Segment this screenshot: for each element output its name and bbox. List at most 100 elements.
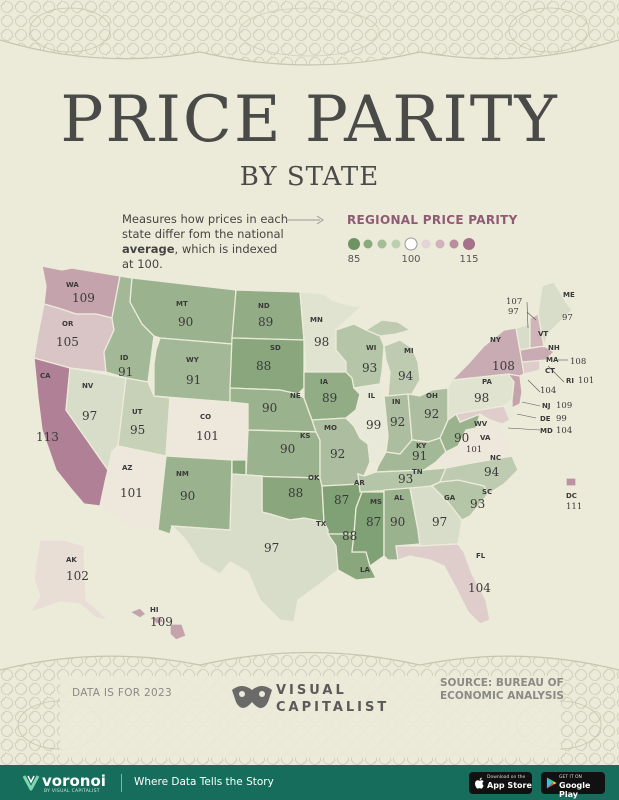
state-dc: [565, 477, 577, 487]
value-ne: 90: [262, 401, 277, 415]
description-bold: average: [122, 242, 175, 256]
google-play-button[interactable]: GET IT ON Google Play: [541, 772, 605, 799]
footer-brand[interactable]: voronoi: [42, 772, 106, 790]
legend-title: REGIONAL PRICE PARITY: [347, 213, 518, 227]
label-mo: MO: [324, 424, 337, 432]
app-store-button[interactable]: Download on the App Store: [469, 772, 532, 794]
label-sd: SD: [270, 344, 281, 352]
footer-divider: [121, 774, 122, 792]
us-map: WA OR CA NV ID MT WY UT CO AZ NM ND SD N…: [28, 265, 594, 640]
google-play-icon: [546, 777, 557, 789]
value-ar: 87: [334, 493, 349, 507]
legend: 85 100 115: [348, 237, 479, 265]
value-mn: 98: [314, 335, 329, 349]
value-id: 91: [118, 365, 133, 379]
legend-dot: [435, 239, 445, 249]
label-oh: OH: [426, 392, 438, 400]
value-il: 99: [366, 418, 381, 432]
label-ca: CA: [40, 372, 51, 380]
ornament-top: [0, 0, 619, 66]
value-or: 105: [56, 335, 79, 349]
value-wv: 90: [454, 431, 469, 445]
state-hi: [128, 607, 187, 640]
app-store-small: Download on the: [487, 775, 526, 780]
value-nv: 97: [82, 409, 97, 423]
value-ma: 108: [570, 357, 586, 367]
value-ut: 95: [130, 423, 145, 437]
label-nj: NJ: [542, 402, 550, 410]
logo-line1: VISUAL: [276, 683, 347, 698]
label-co: CO: [200, 413, 211, 421]
value-tn: 93: [398, 472, 413, 486]
label-wa: WA: [66, 281, 79, 289]
label-hi: HI: [150, 606, 158, 614]
legend-mid-label: 100: [401, 254, 420, 265]
label-nd: ND: [258, 302, 270, 310]
value-vt: 97: [508, 307, 519, 317]
label-dc: DC: [566, 492, 577, 500]
value-ky: 91: [412, 449, 427, 463]
app-store-big: App Store: [487, 781, 532, 790]
value-nc: 94: [484, 465, 500, 479]
label-ms: MS: [370, 498, 382, 506]
label-nh: NH: [548, 344, 560, 352]
label-la: LA: [360, 566, 370, 574]
value-nj: 109: [556, 401, 572, 411]
legend-dot: [404, 237, 418, 251]
state-wy: [153, 337, 233, 403]
value-mo: 92: [330, 447, 345, 461]
label-id: ID: [120, 354, 129, 362]
value-pa: 98: [474, 391, 489, 405]
value-wa: 109: [72, 291, 95, 305]
visual-capitalist-logo-icon: [232, 686, 272, 708]
logo-line2: CAPITALIST: [276, 700, 390, 715]
label-ny: NY: [490, 336, 502, 344]
label-ia: IA: [320, 378, 329, 386]
page-subtitle: BY STATE: [239, 162, 380, 192]
value-la: 88: [342, 529, 357, 543]
footer-brand-sub: BY VISUAL CAPITALIST: [44, 789, 100, 794]
description-text-after: , which is indexed at 100.: [122, 242, 278, 271]
label-nm: NM: [176, 470, 189, 478]
legend-dot: [348, 238, 360, 250]
value-dc: 111: [566, 502, 582, 512]
label-ok: OK: [308, 474, 320, 482]
value-co: 101: [196, 429, 219, 443]
label-wi: WI: [366, 344, 376, 352]
source-text: BUREAU OF ECONOMIC ANALYSIS: [440, 677, 564, 702]
state-ak: [28, 539, 110, 621]
value-md: 104: [556, 426, 572, 436]
label-tx: TX: [316, 520, 327, 528]
legend-dot: [463, 238, 475, 250]
legend-max-label: 115: [459, 254, 478, 265]
ornament-bottom: [0, 651, 619, 765]
voronoi-logo-icon: [22, 775, 40, 791]
value-ms: 87: [366, 515, 381, 529]
label-ar: AR: [354, 479, 365, 487]
apple-icon: [475, 777, 484, 789]
value-oh: 92: [424, 407, 439, 421]
label-ak: AK: [66, 556, 77, 564]
data-note: DATA IS FOR 2023: [72, 687, 172, 699]
state-mi: [364, 319, 421, 397]
value-ri: 101: [578, 376, 594, 386]
label-nv: NV: [82, 382, 94, 390]
value-mt: 90: [178, 315, 193, 329]
label-ut: UT: [132, 408, 143, 416]
label-in: IN: [392, 398, 401, 406]
footer: voronoi BY VISUAL CAPITALIST Where Data …: [0, 765, 619, 800]
value-mi: 94: [398, 369, 414, 383]
value-me: 97: [562, 313, 573, 323]
state-nj: [506, 373, 523, 410]
label-mn: MN: [310, 316, 323, 324]
value-wi: 93: [362, 361, 377, 375]
label-tn: TN: [412, 468, 423, 476]
value-nh: 107: [506, 297, 522, 307]
page-title: PRICE PARITY: [60, 83, 559, 157]
legend-dot: [391, 239, 401, 249]
description: Measures how prices in each state differ…: [122, 212, 292, 272]
label-il: IL: [368, 392, 376, 400]
label-ks: KS: [300, 432, 310, 440]
label-me: ME: [563, 291, 575, 299]
state-me: [537, 281, 573, 349]
